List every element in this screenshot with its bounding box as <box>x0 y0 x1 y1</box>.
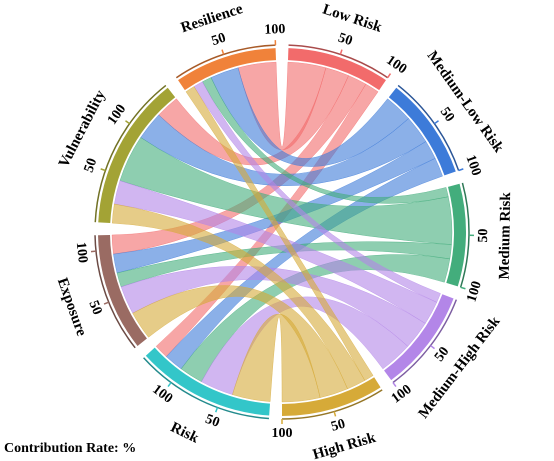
node-axis <box>143 357 270 420</box>
node-arc <box>282 377 381 416</box>
unit-label: Contribution Rate: % <box>4 441 136 456</box>
tick-label: 50 <box>82 156 101 174</box>
tick-label: 50 <box>329 417 347 435</box>
node-axis <box>397 84 460 171</box>
ribbon <box>132 285 348 398</box>
tick-label: 100 <box>462 153 483 178</box>
tick-mark <box>460 286 466 290</box>
node-arc <box>388 87 456 176</box>
tick-label: 100 <box>389 382 415 407</box>
tick-label: 100 <box>149 382 175 407</box>
ribbons <box>111 61 453 403</box>
tick-label: 50 <box>437 105 457 125</box>
tick-label: 100 <box>105 102 129 128</box>
tick-label: 100 <box>272 426 293 441</box>
node-arc <box>288 48 386 91</box>
tick-label: 50 <box>432 344 452 364</box>
node-arc <box>98 87 176 223</box>
node-label: Risk <box>168 419 202 446</box>
tick-mark <box>458 168 464 172</box>
node-label: Low Risk <box>321 2 385 37</box>
tick-mark <box>430 344 435 350</box>
tick-label: 100 <box>264 22 286 38</box>
tick-mark <box>387 73 392 79</box>
tick-mark <box>333 411 337 417</box>
node-arc <box>446 183 467 287</box>
node-arc <box>178 48 276 91</box>
tick-label: 50 <box>336 31 354 50</box>
tick-mark <box>392 382 397 387</box>
node-axis <box>94 235 136 349</box>
tick-mark <box>221 49 225 55</box>
tick-label: 100 <box>383 53 409 77</box>
tick-mark <box>103 301 109 305</box>
node-label: Vulnerability <box>56 87 109 170</box>
node-arc <box>145 347 271 416</box>
tick-label: 50 <box>476 228 491 242</box>
tick-label: 100 <box>73 241 90 263</box>
tick-mark <box>214 407 219 413</box>
node-label: Exposure <box>54 276 90 339</box>
tick-mark <box>100 168 106 172</box>
node-axis <box>459 182 470 288</box>
node-axis <box>281 389 383 420</box>
tick-mark <box>433 120 439 125</box>
node-axis <box>94 84 167 223</box>
tick-mark <box>167 382 172 387</box>
node-arc <box>384 294 454 381</box>
node-label: Resilience <box>179 1 245 36</box>
node-label: High Risk <box>311 430 378 461</box>
tick-mark <box>125 120 131 125</box>
tick-mark <box>90 250 97 253</box>
tick-label: 100 <box>464 279 485 303</box>
tick-label: 50 <box>85 298 104 317</box>
tick-mark <box>339 49 343 55</box>
tick-label: 50 <box>203 412 221 431</box>
node-label: Medium Risk <box>497 192 515 280</box>
ribbon <box>185 86 374 381</box>
node-arc <box>98 235 147 346</box>
tick-label: 50 <box>210 31 228 50</box>
ribbon <box>111 203 366 390</box>
